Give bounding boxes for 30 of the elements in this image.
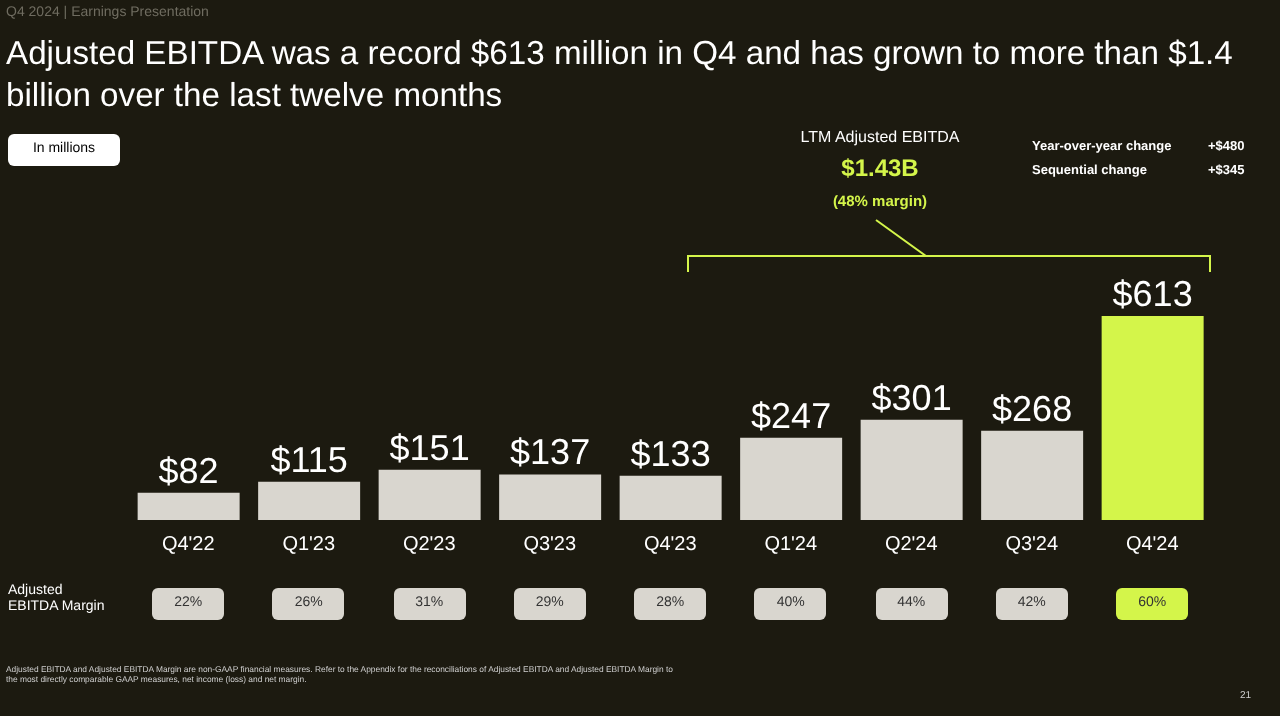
bar — [137, 492, 240, 520]
x-tick-label: Q2'23 — [402, 534, 457, 557]
x-tick-label: Q3'23 — [523, 534, 577, 557]
data-label: $613 — [1112, 274, 1193, 314]
text: LTM Adjusted EBITDA — [798, 128, 962, 146]
bar — [258, 481, 361, 520]
data-label: $115 — [270, 439, 348, 480]
x-tick-label: Q3'24 — [1005, 534, 1059, 557]
text: $1.43B — [839, 154, 921, 182]
bar — [740, 437, 843, 520]
x-tick-label: Q1'23 — [282, 534, 336, 557]
bar — [619, 475, 722, 520]
x-tick-label: Q4'23 — [643, 534, 698, 557]
x-tick-label: Q1'24 — [764, 534, 818, 557]
data-label: $301 — [871, 377, 952, 418]
x-tick-label: Q2'24 — [884, 534, 939, 557]
bar — [860, 419, 963, 520]
data-label: $247 — [751, 395, 832, 436]
bar — [378, 469, 481, 520]
data-label: $137 — [510, 432, 591, 473]
x-tick-label: Q4'24 — [1125, 534, 1180, 557]
bar — [1101, 316, 1204, 520]
data-label: $268 — [992, 388, 1073, 429]
bar — [981, 430, 1084, 520]
bar — [499, 474, 602, 520]
data-label: $133 — [630, 433, 711, 474]
data-label: $151 — [389, 427, 470, 468]
x-tick-label: Q4'22 — [161, 534, 216, 557]
chart-title: Adjusted EBITDA was a record $613 million in Q4 and has grown to more than $1.4 billion over the last twelve months — [6, 32, 1235, 116]
data-label: $82 — [158, 450, 219, 491]
